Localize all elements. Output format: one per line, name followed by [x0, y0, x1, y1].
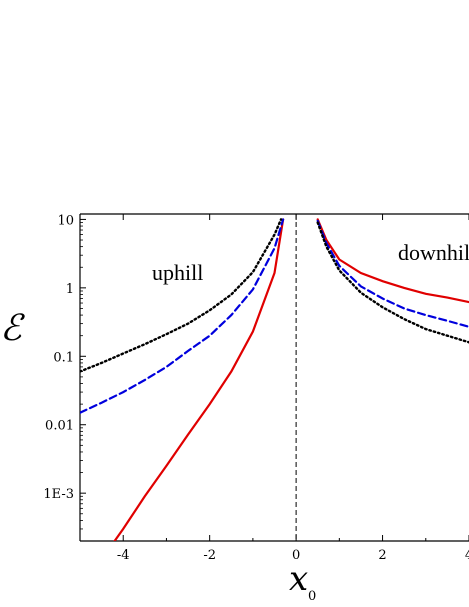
series-line-dotted [80, 218, 469, 373]
y-axis-label: ℰ [0, 308, 25, 349]
x-tick-label: -2 [203, 548, 216, 563]
y-tick-label: 1 [66, 282, 74, 297]
x-axis-label-subscript: 0 [308, 589, 316, 604]
x-tick-label: 0 [292, 548, 300, 563]
y-tick-label: 1E-3 [43, 487, 74, 502]
series-line-solid [113, 218, 469, 541]
annotation-downhill: downhill [398, 240, 469, 265]
x-tick-label: 2 [378, 548, 386, 563]
y-tick-label: 10 [57, 213, 74, 228]
plot-frame [79, 213, 469, 542]
series-line-dashed [80, 218, 469, 414]
x-tick-label: 4 [465, 548, 469, 563]
series-layer [80, 218, 469, 541]
y-tick-label: 0.1 [53, 350, 74, 365]
y-tick-label: 0.01 [45, 419, 74, 434]
x-axis-label: x [289, 559, 308, 599]
x-tick-label: -4 [117, 548, 130, 563]
tick-layer: -4 -2 0 2 4 10 1 0.1 0.01 1E-3 [43, 213, 469, 563]
annotation-uphill: uphill [152, 260, 203, 285]
